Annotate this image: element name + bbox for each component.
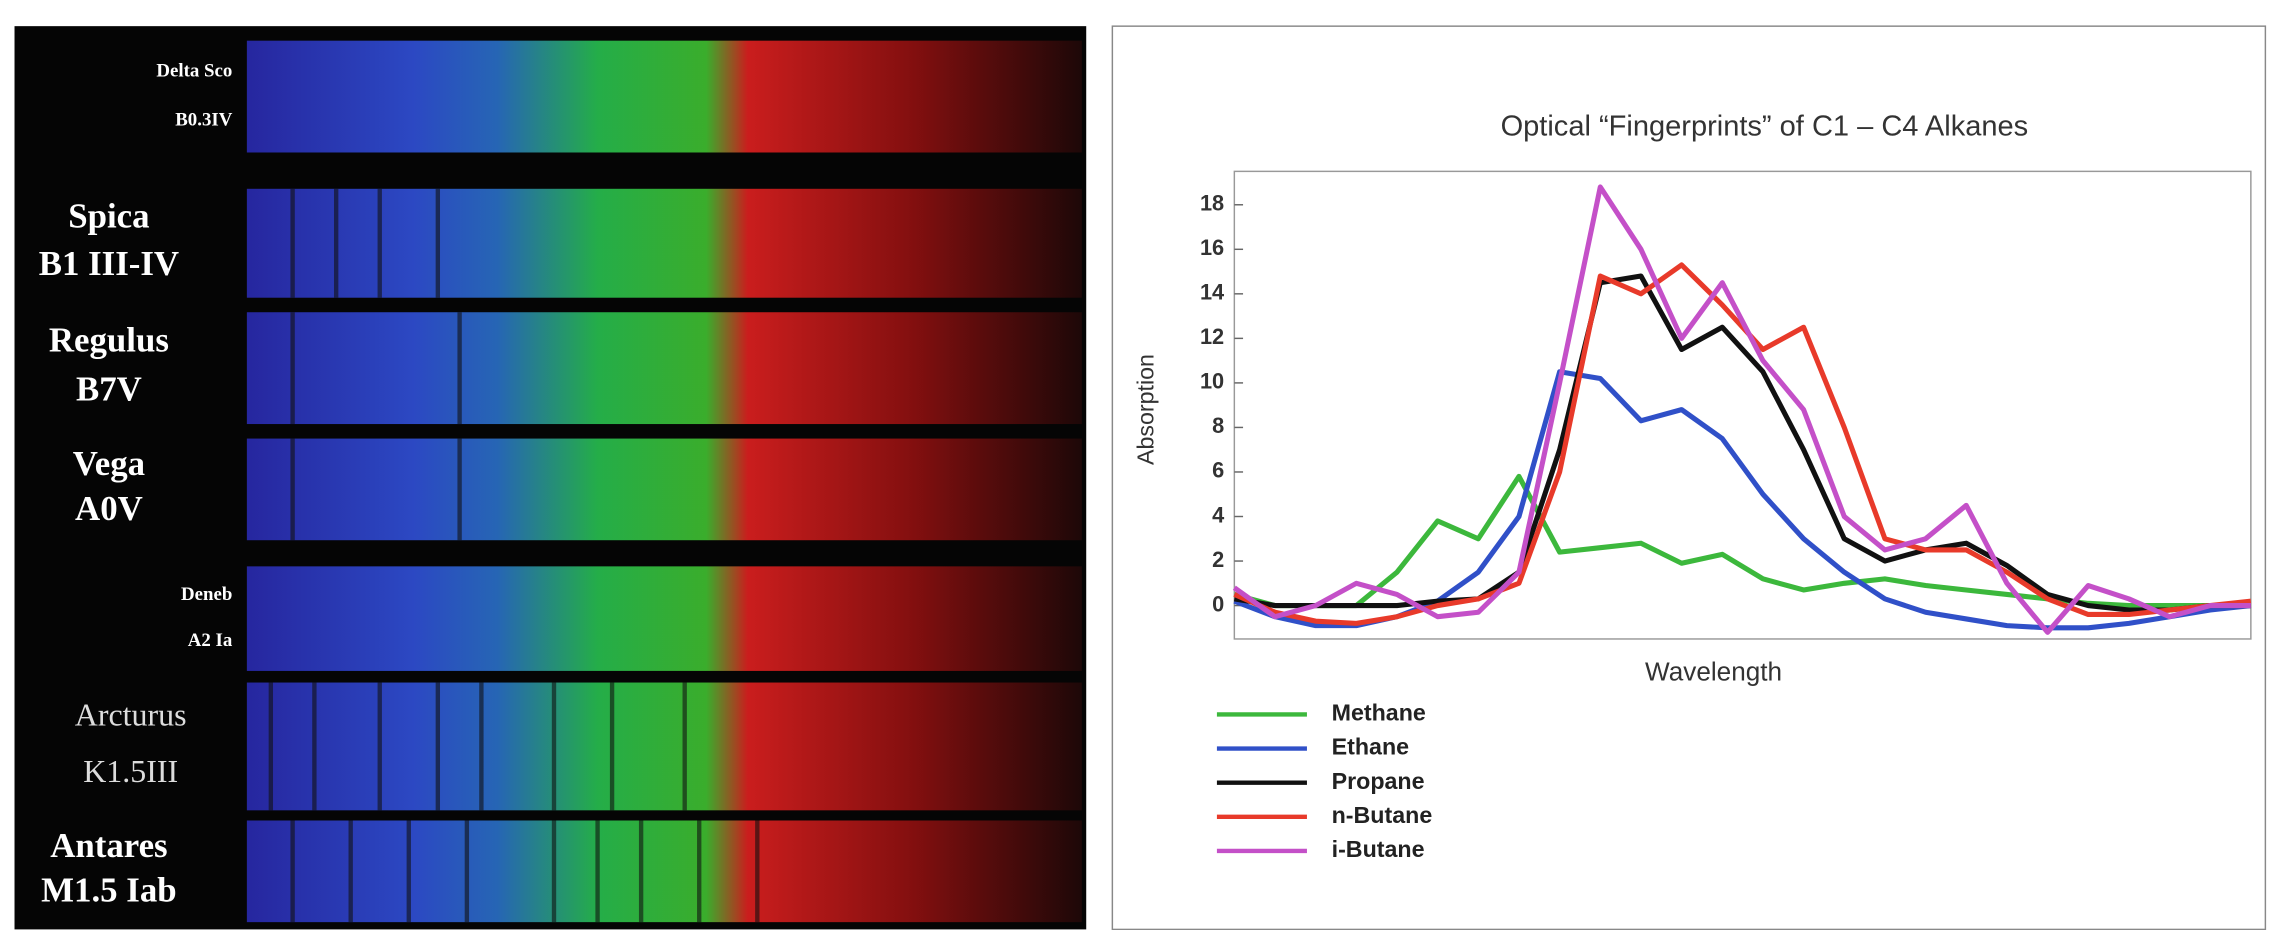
absorption-line xyxy=(377,682,382,811)
spectral-class: A2 Ia xyxy=(188,630,233,651)
spectral-class: K1.5III xyxy=(83,754,178,789)
y-tick-label: 12 xyxy=(1200,324,1224,349)
y-tick-label: 4 xyxy=(1212,502,1224,527)
absorption-line xyxy=(609,682,615,811)
spectrum-strip xyxy=(246,188,1082,298)
chart-title: Optical “Fingerprints” of C1 – C4 Alkane… xyxy=(1501,110,2029,142)
spectrum-strip xyxy=(246,312,1082,425)
absorption-line xyxy=(464,820,470,923)
y-tick-label: 8 xyxy=(1212,413,1224,438)
absorption-line xyxy=(348,820,353,923)
legend-label: i-Butane xyxy=(1332,836,1425,862)
spectral-class: B7V xyxy=(76,370,142,409)
absorption-line xyxy=(479,682,484,811)
spectrum-strip xyxy=(246,820,1082,923)
absorption-line xyxy=(435,188,441,298)
absorption-line xyxy=(551,682,557,811)
absorption-line xyxy=(312,682,317,811)
star-name: Delta Sco xyxy=(156,60,232,81)
absorption-line xyxy=(551,820,557,923)
absorption-line xyxy=(638,820,644,923)
spectrum-strip xyxy=(246,438,1082,541)
spectrum-strip xyxy=(246,566,1082,671)
spectrum-strip xyxy=(246,40,1082,153)
star-name: Deneb xyxy=(181,584,232,605)
spectrum-strip xyxy=(246,682,1082,811)
spectral-class: B1 III-IV xyxy=(39,244,179,283)
absorption-line xyxy=(290,438,295,541)
y-tick-label: 10 xyxy=(1200,369,1224,394)
star-name: Regulus xyxy=(49,321,169,360)
legend-label: Propane xyxy=(1332,768,1425,794)
legend-label: Ethane xyxy=(1332,734,1409,760)
absorption-line xyxy=(377,188,382,298)
y-tick-label: 18 xyxy=(1200,191,1224,216)
absorption-line xyxy=(682,682,687,811)
legend-label: n-Butane xyxy=(1332,802,1433,828)
y-tick-label: 14 xyxy=(1200,280,1224,305)
absorption-line xyxy=(697,820,702,923)
y-axis-label: Absorption xyxy=(1132,354,1158,465)
absorption-line xyxy=(406,820,411,923)
y-tick-label: 0 xyxy=(1212,591,1224,616)
star-name: Vega xyxy=(73,444,145,483)
data-line xyxy=(1232,184,2251,635)
chart-panel xyxy=(1111,25,2267,930)
absorption-line xyxy=(268,682,274,811)
absorption-line xyxy=(290,312,295,425)
star-name: Arcturus xyxy=(75,698,187,733)
y-tick-label: 6 xyxy=(1212,458,1224,483)
absorption-line xyxy=(457,438,462,541)
absorption-line xyxy=(290,820,295,923)
star-name: Antares xyxy=(50,826,167,865)
absorption-line xyxy=(435,682,441,811)
absorption-line xyxy=(595,820,600,923)
x-axis-label: Wavelength xyxy=(1645,657,1782,687)
y-tick-label: 2 xyxy=(1212,547,1224,572)
absorption-line xyxy=(290,188,295,298)
data-line xyxy=(1233,273,2251,613)
data-line xyxy=(1233,262,2252,626)
absorption-line xyxy=(333,188,339,298)
spectral-class: B0.3IV xyxy=(175,110,232,131)
star-name: Spica xyxy=(68,196,149,235)
absorption-line xyxy=(755,820,760,923)
absorption-line xyxy=(457,312,462,425)
spectral-class: M1.5 Iab xyxy=(41,871,177,910)
plot-frame xyxy=(1233,170,2252,640)
legend-label: Methane xyxy=(1332,700,1426,726)
y-tick-label: 16 xyxy=(1200,235,1224,260)
spectral-class: A0V xyxy=(75,489,143,528)
